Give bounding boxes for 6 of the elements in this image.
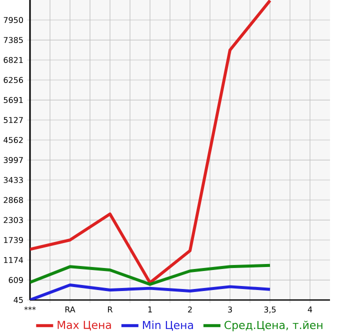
line-series (30, 264, 272, 286)
legend-label: Max Цена (58, 320, 111, 331)
legend-label: Сред.Цена, т.йен (224, 320, 322, 332)
line-series (30, 0, 272, 284)
legend-label: Min Цена (142, 320, 193, 331)
line-series (30, 284, 272, 300)
